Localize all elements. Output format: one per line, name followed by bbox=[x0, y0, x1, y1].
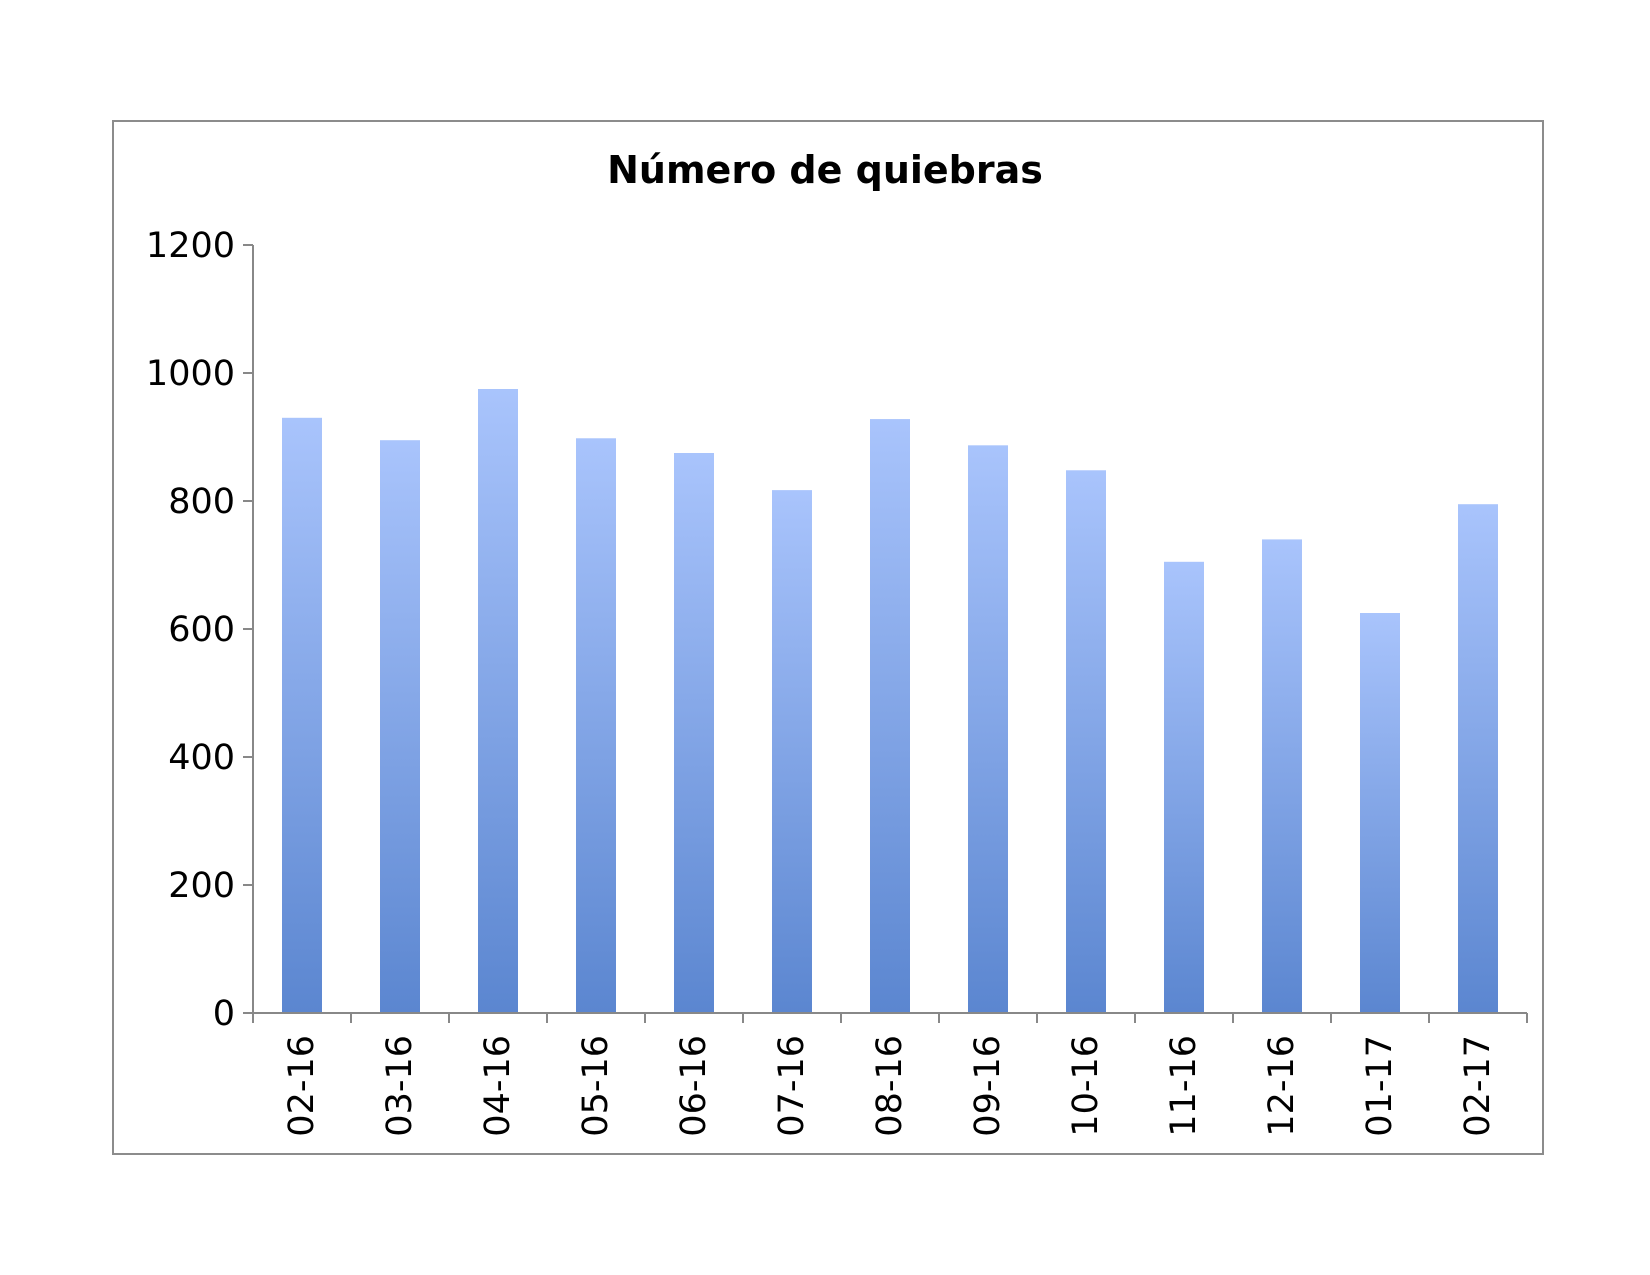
bar-02-16 bbox=[282, 417, 322, 1013]
bar-08-16 bbox=[870, 419, 910, 1014]
y-tick-label-1000: 1000 bbox=[146, 354, 235, 394]
bar-10-16 bbox=[1066, 470, 1106, 1013]
y-tick-label-1200: 1200 bbox=[146, 226, 235, 266]
y-tick-label-400: 400 bbox=[168, 738, 235, 778]
y-tick-label-200: 200 bbox=[168, 866, 235, 906]
x-tick-label-01-17: 01-17 bbox=[1360, 1035, 1400, 1137]
bar-11-16 bbox=[1164, 561, 1204, 1013]
bar-06-16 bbox=[674, 453, 714, 1013]
x-tick-label-09-16: 09-16 bbox=[968, 1035, 1008, 1137]
x-tick-label-08-16: 08-16 bbox=[870, 1035, 910, 1137]
bar-02-17 bbox=[1458, 504, 1498, 1013]
x-tick-label-05-16: 05-16 bbox=[576, 1035, 616, 1137]
y-tick-label-0: 0 bbox=[213, 994, 235, 1034]
axes-layer bbox=[243, 244, 1528, 1023]
bar-05-16 bbox=[576, 438, 616, 1013]
bar-07-16 bbox=[772, 490, 812, 1013]
bar-09-16 bbox=[968, 445, 1008, 1013]
x-tick-label-12-16: 12-16 bbox=[1262, 1035, 1302, 1137]
labels-layer: 0 200 400 600 800 1000 1200 02-16 03-16 04-16 05-1… bbox=[146, 226, 1498, 1137]
bar-01-17 bbox=[1360, 613, 1400, 1013]
y-tick-label-600: 600 bbox=[168, 610, 235, 650]
x-tick-label-07-16: 07-16 bbox=[772, 1035, 812, 1137]
x-tick-label-02-17: 02-17 bbox=[1458, 1035, 1498, 1137]
bars-layer bbox=[282, 389, 1498, 1014]
x-tick-label-03-16: 03-16 bbox=[380, 1035, 420, 1137]
x-tick-label-04-16: 04-16 bbox=[478, 1035, 518, 1137]
x-tick-label-06-16: 06-16 bbox=[674, 1035, 714, 1137]
bar-03-16 bbox=[380, 440, 420, 1013]
bar-04-16 bbox=[478, 389, 518, 1013]
chart-frame bbox=[112, 120, 1544, 1155]
bar-12-16 bbox=[1262, 539, 1302, 1013]
chart-title: Número de quiebras bbox=[607, 148, 1043, 192]
x-tick-label-11-16: 11-16 bbox=[1164, 1035, 1204, 1137]
x-tick-label-10-16: 10-16 bbox=[1066, 1035, 1106, 1137]
y-tick-label-800: 800 bbox=[168, 482, 235, 522]
x-tick-label-02-16: 02-16 bbox=[282, 1035, 322, 1137]
